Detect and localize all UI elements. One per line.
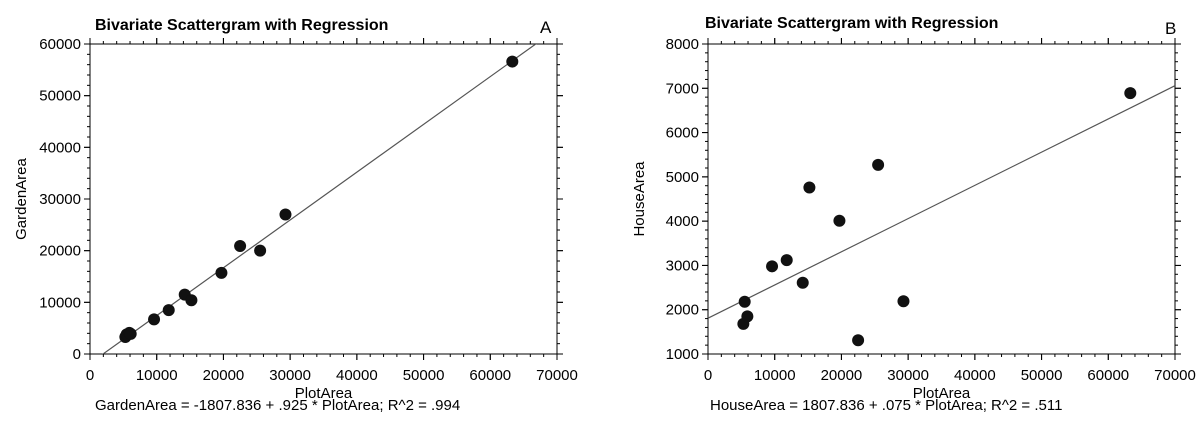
- y-tick-label: 7000: [666, 80, 699, 97]
- data-point: [506, 55, 519, 68]
- data-point: [780, 254, 793, 267]
- x-tick-label: 20000: [203, 367, 245, 384]
- x-tick-label: 10000: [136, 367, 178, 384]
- x-tick-label: 70000: [536, 367, 578, 384]
- y-tick-label: 30000: [39, 191, 81, 208]
- plot-frame: [707, 43, 1176, 355]
- data-point: [148, 313, 161, 326]
- scatter-chart-a: 0 10000 20000 30000 40000 50000 60000 70000 0 100…: [13, 17, 578, 414]
- y-tick-label: 0: [73, 346, 81, 363]
- y-tick-label: 10000: [39, 294, 81, 311]
- data-point: [1124, 87, 1137, 100]
- axis-ticks: [702, 38, 1181, 360]
- x-tick-label: 0: [86, 367, 94, 384]
- y-axis-label: HouseArea: [631, 161, 648, 237]
- x-axis-label: PlotArea: [295, 385, 353, 402]
- y-tick-label: 6000: [666, 125, 699, 142]
- data-point: [738, 295, 751, 308]
- y-axis-label: GardenArea: [13, 157, 30, 239]
- y-tick-label: 50000: [39, 88, 81, 105]
- regression-equation: GardenArea = -1807.836 + .925 * PlotArea…: [95, 397, 460, 414]
- y-tick-label: 5000: [666, 169, 699, 186]
- data-point: [796, 276, 809, 289]
- regression-equation: HouseArea = 1807.836 + .075 * PlotArea; …: [710, 397, 1062, 414]
- x-tick-label: 10000: [754, 367, 796, 384]
- y-tick-label: 1000: [666, 346, 699, 363]
- x-tick-label: 70000: [1154, 367, 1196, 384]
- chart-title: Bivariate Scattergram with Regression: [705, 15, 998, 32]
- data-point: [234, 240, 247, 253]
- scatter-panel-b: 0 10000 20000 30000 40000 50000 60000 70000 1000…: [600, 0, 1200, 434]
- y-tick-label: 3000: [666, 257, 699, 274]
- data-point: [833, 214, 846, 227]
- data-point: [124, 327, 137, 340]
- x-tick-label: 40000: [954, 367, 996, 384]
- regression-line: [708, 85, 1175, 319]
- x-tick-label: 30000: [269, 367, 311, 384]
- x-tick-label: 30000: [887, 367, 929, 384]
- y-tick-label: 40000: [39, 139, 81, 156]
- data-point: [803, 181, 816, 194]
- scatter-panel-a: 0 10000 20000 30000 40000 50000 60000 70000 0 100…: [13, 17, 578, 414]
- panel-label: A: [540, 18, 552, 37]
- data-point: [185, 294, 198, 307]
- y-tick-label: 20000: [39, 243, 81, 260]
- regression-line: [102, 44, 537, 354]
- data-point: [162, 304, 175, 317]
- x-tick-label: 60000: [1087, 367, 1129, 384]
- axis-ticks: [84, 38, 563, 360]
- data-point: [897, 295, 910, 308]
- x-tick-label: 60000: [469, 367, 511, 384]
- data-point: [254, 244, 267, 257]
- scatter-chart-b: 0 10000 20000 30000 40000 50000 60000 70000 1000…: [631, 15, 1196, 414]
- y-tick-label: 8000: [666, 36, 699, 53]
- data-point: [766, 260, 779, 273]
- x-axis-label: PlotArea: [913, 385, 971, 402]
- x-tick-label: 20000: [821, 367, 863, 384]
- y-tick-label: 60000: [39, 36, 81, 53]
- data-point: [741, 310, 754, 323]
- x-tick-label: 0: [704, 367, 712, 384]
- x-tick-label: 50000: [1021, 367, 1063, 384]
- plot-frame: [89, 43, 558, 355]
- chart-title: Bivariate Scattergram with Regression: [95, 17, 388, 34]
- data-point: [852, 334, 865, 347]
- x-tick-label: 40000: [336, 367, 378, 384]
- data-point: [279, 208, 292, 221]
- data-point: [872, 158, 885, 171]
- data-point: [215, 266, 228, 279]
- y-tick-label: 2000: [666, 302, 699, 319]
- panel-label: B: [1165, 19, 1176, 38]
- y-tick-label: 4000: [666, 213, 699, 230]
- x-tick-label: 50000: [403, 367, 445, 384]
